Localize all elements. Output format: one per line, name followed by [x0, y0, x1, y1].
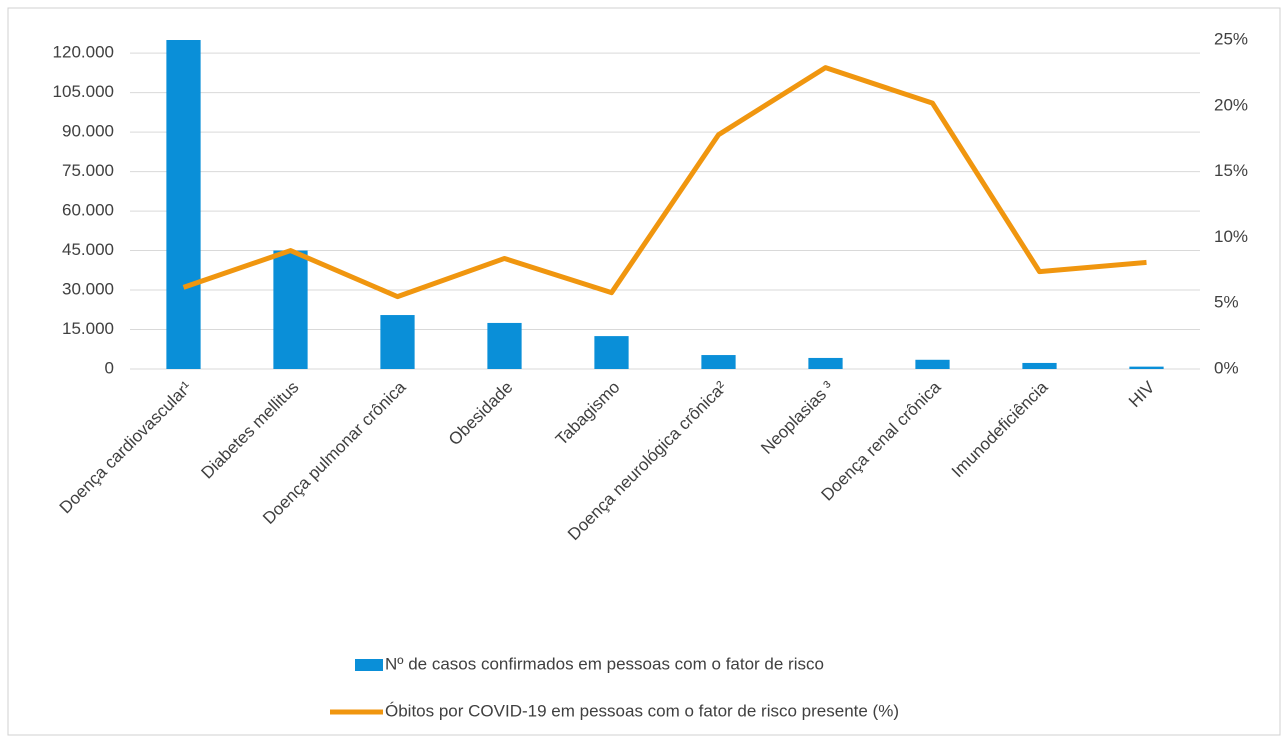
y-tick-label: 90.000: [62, 122, 114, 141]
legend-label: Nº de casos confirmados em pessoas com o…: [385, 654, 824, 673]
y-tick-label: 0: [105, 358, 114, 377]
bar: [808, 357, 843, 369]
y-tick-label: 15.000: [62, 319, 114, 338]
y-tick-label: 45.000: [62, 240, 114, 259]
bar: [380, 315, 415, 369]
y2-tick-label: 25%: [1214, 29, 1248, 48]
chart-frame: [7, 7, 1281, 736]
y-tick-label: 105.000: [53, 82, 114, 101]
y2-tick-label: 0%: [1214, 358, 1239, 377]
y2-tick-label: 15%: [1214, 161, 1248, 180]
y2-tick-label: 20%: [1214, 95, 1248, 114]
y-tick-label: 120.000: [53, 43, 114, 62]
y-tick-label: 60.000: [62, 201, 114, 220]
bar: [273, 250, 308, 369]
bar: [1129, 366, 1164, 369]
bar: [166, 40, 201, 369]
bar: [701, 355, 736, 369]
legend-swatch: [355, 659, 383, 671]
bar: [487, 322, 522, 369]
y-tick-label: 75.000: [62, 161, 114, 180]
y2-tick-label: 10%: [1214, 227, 1248, 246]
legend-label: Óbitos por COVID-19 em pessoas com o fat…: [385, 701, 899, 720]
bar: [915, 359, 950, 369]
bar: [594, 336, 629, 369]
line-series: [182, 65, 1147, 300]
y-tick-label: 30.000: [62, 280, 114, 299]
bar: [1022, 362, 1057, 369]
y2-tick-label: 5%: [1214, 293, 1239, 312]
